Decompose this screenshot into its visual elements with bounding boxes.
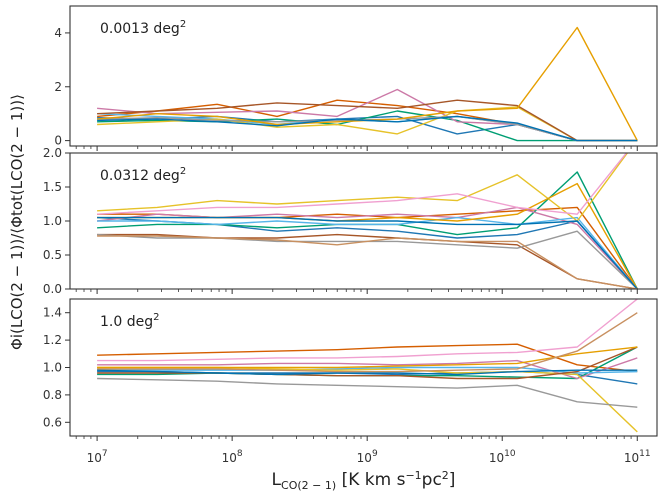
series-line-10: [97, 216, 638, 289]
panel-label-sup: 2: [180, 19, 186, 30]
x-tick-label: 108: [222, 449, 243, 465]
series-line-11: [97, 299, 638, 362]
series-line-12: [97, 312, 638, 373]
panel-label: 0.0312 deg2: [100, 166, 186, 184]
x-tick-exp: 7: [102, 449, 108, 459]
series-line-10: [97, 115, 638, 142]
x-tick-base: 10: [624, 451, 639, 465]
x-tick-label: 107: [87, 449, 108, 465]
y-tick-label: 1.5: [43, 180, 62, 194]
panel-label-sup: 2: [153, 312, 159, 323]
series-line-6: [97, 366, 638, 433]
series-line-12: [97, 235, 638, 289]
series-line-8: [97, 230, 638, 289]
series-group: [97, 299, 638, 433]
panel-frame: [69, 5, 658, 147]
panel-label-main: 0.0013 deg: [100, 21, 180, 37]
series-line-1: [97, 216, 638, 289]
y-tick-label: 1.0: [43, 214, 62, 228]
x-tick-exp: 8: [237, 449, 243, 459]
x-tick-base: 10: [87, 451, 102, 465]
panel-label: 0.0013 deg2: [100, 19, 186, 37]
x-axis-label-unit: [K km s: [336, 470, 405, 490]
x-tick-base: 10: [222, 451, 237, 465]
series-line-7: [97, 233, 638, 289]
series-line-9: [97, 26, 638, 141]
x-axis-label-main: L: [272, 470, 282, 490]
x-axis-label-unit: pc: [422, 470, 442, 490]
panel-label-main: 0.0312 deg: [100, 168, 180, 184]
y-tick-label: 0.5: [43, 248, 62, 262]
y-tick-label: 0.6: [43, 415, 62, 429]
panel-1: 024 0.0013 deg2: [54, 5, 658, 151]
panel-label-main: 1.0 deg: [100, 314, 153, 330]
x-tick-exp: 9: [372, 449, 378, 459]
x-tick-label: 1010: [489, 449, 516, 465]
y-tick-label: 0: [54, 134, 62, 148]
x-axis-label-sup: 2: [442, 469, 449, 482]
panel-label-sup: 2: [180, 166, 186, 177]
y-tick-label: 2: [54, 80, 62, 94]
series-line-8: [97, 377, 638, 408]
series-group: [97, 153, 638, 289]
x-tick-exp: 11: [639, 449, 650, 459]
series-line-6: [97, 153, 629, 222]
x-axis-label-sub: CO(2 − 1): [281, 479, 336, 492]
x-axis-label-unit: ]: [449, 470, 456, 490]
series-line-9: [97, 346, 638, 369]
series-line-2: [97, 343, 638, 373]
y-tick-label: 0.0: [43, 282, 62, 296]
y-tick-label: 4: [54, 26, 62, 40]
series-line-10: [97, 369, 638, 376]
series-line-3: [97, 110, 638, 142]
panel-2: 0.0 0.5 1.0 1.5 2.0 0.0312 deg2: [43, 146, 658, 296]
series-line-4: [97, 206, 638, 289]
series-line-5: [97, 216, 638, 289]
x-tick-base: 10: [357, 451, 372, 465]
x-tick-label: 1011: [624, 449, 651, 465]
series-line-11: [97, 153, 628, 215]
series-group: [97, 26, 638, 142]
series-line-3: [97, 171, 638, 289]
y-tick-label: 1.2: [43, 333, 62, 347]
y-tick-label: 1.0: [43, 361, 62, 375]
x-tick-exp: 10: [504, 449, 516, 459]
y-tick-label: 0.8: [43, 388, 62, 402]
x-tick-label: 109: [357, 449, 378, 465]
panel-label: 1.0 deg2: [100, 312, 159, 330]
series-line-7: [97, 99, 638, 142]
x-axis-label-sup: −1: [405, 469, 421, 482]
y-axis-label: Φi(LCO(2 − 1))/⟨Φtot(LCO(2 − 1))⟩: [8, 94, 26, 350]
y-tick-label: 2.0: [43, 146, 62, 160]
x-axis-label: LCO(2 − 1) [K km s−1pc2]: [272, 469, 456, 492]
x-tick-base: 10: [489, 451, 504, 465]
panel-3: 0.6 0.8 1.0 1.2 1.4 1.0 deg2: [43, 298, 658, 441]
y-tick-label: 1.4: [43, 306, 62, 320]
